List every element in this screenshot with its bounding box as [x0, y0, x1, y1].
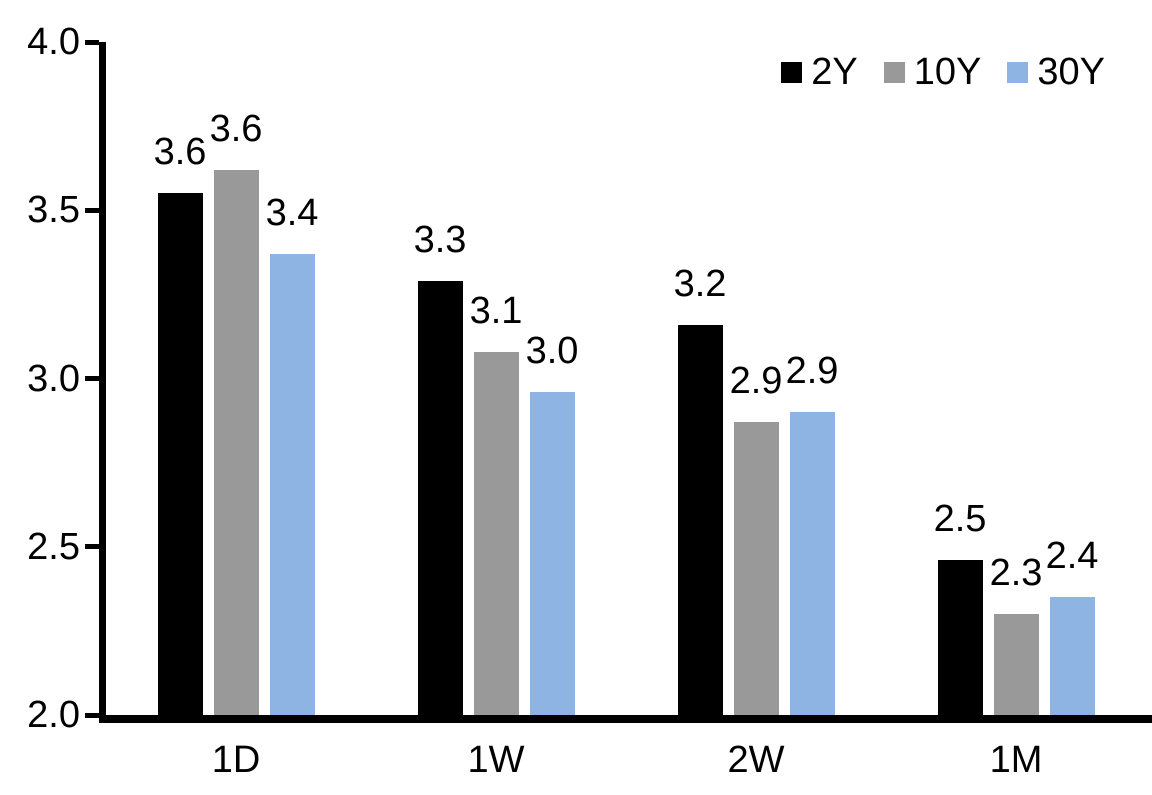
bar-value-label: 3.2: [673, 262, 727, 305]
bar-value-label: 2.3: [989, 552, 1043, 595]
legend-swatch-10y: [883, 61, 905, 83]
x-axis-label-2w: 2W: [727, 739, 785, 781]
bar-value-label: 2.9: [729, 360, 783, 403]
y-tick-label: 2.0: [27, 694, 80, 736]
legend-label: 10Y: [913, 51, 982, 93]
bar-value-label: 2.4: [1045, 535, 1099, 578]
bar-30y-1m: [1049, 597, 1095, 715]
legend-label: 2Y: [811, 51, 858, 93]
legend-label: 30Y: [1037, 51, 1105, 93]
bar-10y-1m: [993, 614, 1039, 715]
bar-30y-1w: [529, 391, 575, 715]
bar-10y-1w: [473, 351, 519, 715]
y-axis-line: [99, 42, 106, 723]
bar-10y-1d: [213, 169, 259, 715]
bar-2y-1m: [937, 560, 983, 715]
y-tick: [85, 544, 99, 550]
legend-swatch-30y: [1007, 61, 1029, 83]
bar-value-label: 2.5: [933, 498, 987, 541]
bar-30y-2w: [789, 412, 835, 715]
x-axis-label-1w: 1W: [467, 739, 525, 781]
legend-item-10y: 10Y: [883, 51, 982, 93]
bar-value-label: 3.3: [413, 218, 467, 261]
y-tick-label: 2.5: [27, 525, 80, 568]
y-tick-label: 3.0: [27, 357, 80, 400]
y-tick: [85, 207, 99, 213]
y-tick-label: 3.5: [27, 189, 80, 232]
x-axis-label-1d: 1D: [211, 739, 261, 781]
bar-2y-1d: [157, 193, 203, 715]
legend: 2Y 10Y 30Y: [781, 53, 1105, 91]
y-tick: [85, 712, 99, 718]
bar-value-label: 3.0: [525, 329, 579, 372]
bar-30y-1d: [269, 254, 315, 715]
bar-10y-2w: [733, 422, 779, 715]
x-axis-label-1m: 1M: [989, 739, 1043, 781]
bar-2y-1w: [417, 280, 463, 715]
bar-value-label: 3.6: [153, 131, 207, 174]
x-axis-line: [99, 715, 1152, 723]
bar-value-label: 3.6: [209, 107, 263, 150]
y-tick-label: 4.0: [27, 21, 80, 63]
y-tick: [85, 376, 99, 381]
legend-item-30y: 30Y: [1007, 53, 1105, 91]
bar-value-label: 3.1: [469, 289, 523, 332]
bar-2y-2w: [677, 324, 723, 715]
bar-value-label: 2.9: [785, 350, 839, 393]
legend-swatch-2y: [781, 61, 803, 83]
bar-value-label: 3.4: [265, 192, 319, 234]
legend-item-2y: 2Y: [781, 51, 858, 93]
y-tick: [85, 39, 99, 45]
